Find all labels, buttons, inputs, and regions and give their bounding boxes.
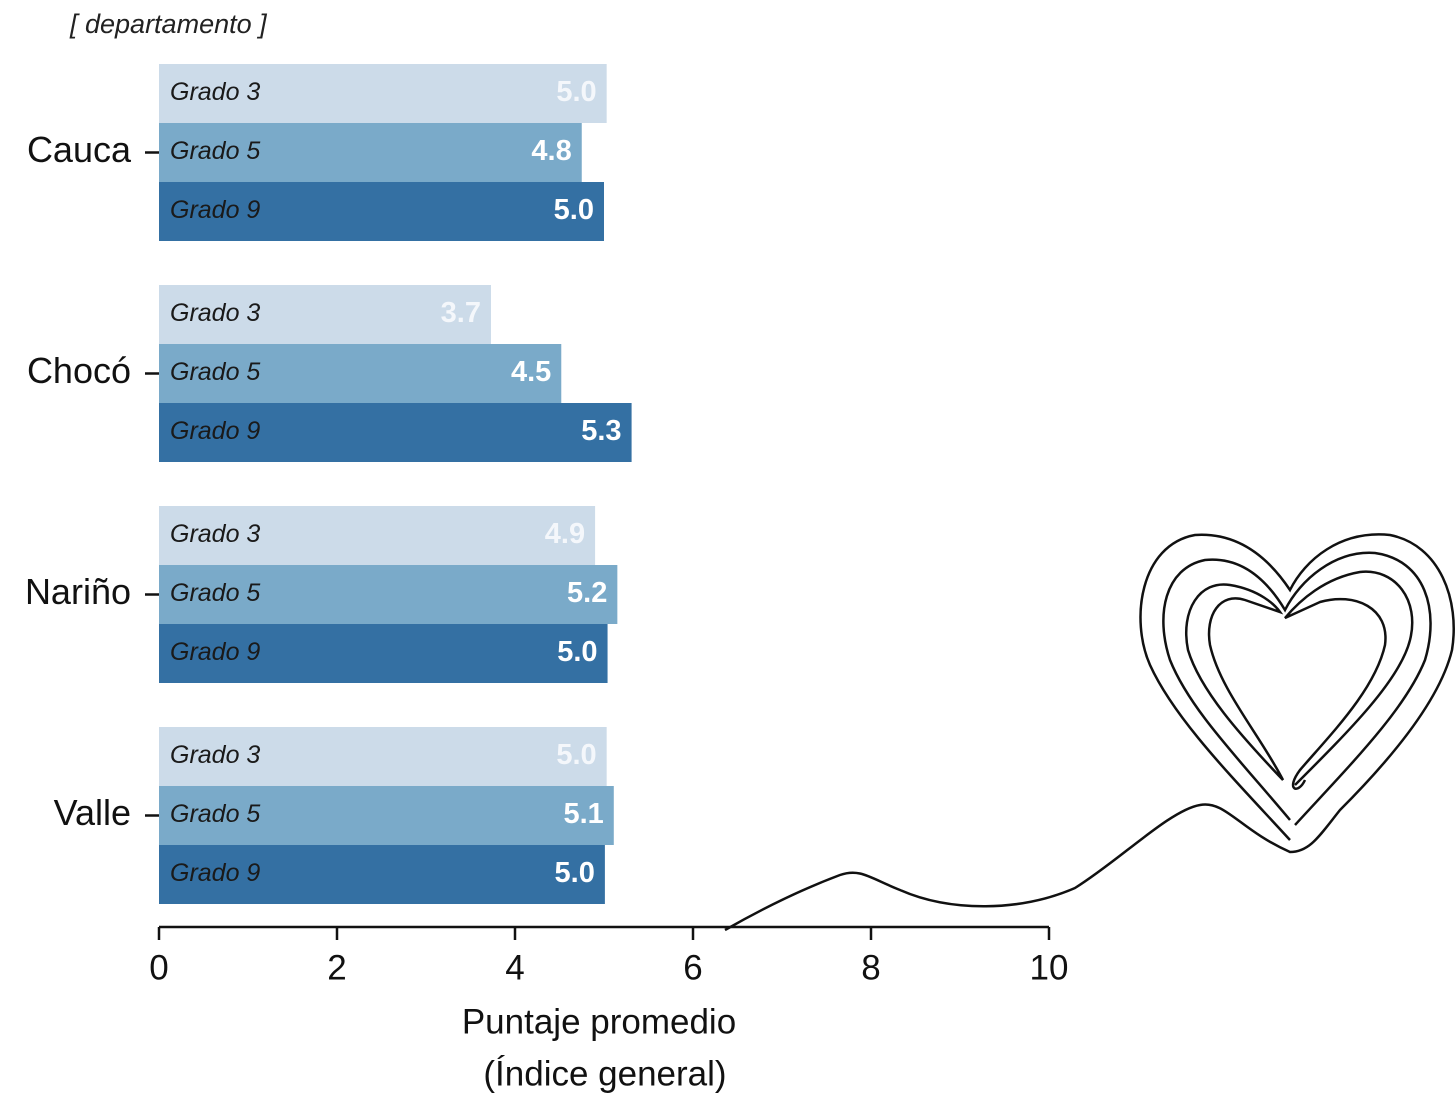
bar-series-label: Grado 9	[170, 196, 260, 224]
x-tick-label: 10	[1030, 948, 1069, 987]
bar-series-label: Grado 5	[170, 579, 260, 607]
bar-value-label: 4.8	[531, 135, 571, 167]
y-tick-label: Chocó	[27, 350, 131, 391]
bar	[159, 182, 604, 241]
bar-series-label: Grado 5	[170, 137, 260, 165]
bar-value-label: 5.0	[556, 739, 596, 771]
bar-value-label: 5.1	[563, 798, 603, 830]
x-tick-label: 2	[327, 948, 346, 987]
y-tick-label: Valle	[54, 792, 131, 833]
bar-series-label: Grado 5	[170, 358, 260, 386]
bar-value-label: 4.9	[545, 518, 585, 550]
bar-series-label: Grado 5	[170, 800, 260, 828]
y-tick-label: Nariño	[25, 571, 131, 612]
bar-value-label: 5.3	[581, 415, 621, 447]
bar-value-label: 5.2	[567, 577, 607, 609]
bar	[159, 123, 582, 182]
x-axis-label: Puntaje promedio	[462, 1002, 736, 1041]
bar	[159, 506, 596, 565]
x-tick-label: 6	[683, 948, 702, 987]
bar	[159, 285, 491, 344]
bar-series-label: Grado 3	[170, 78, 260, 106]
bar-value-label: 3.7	[441, 297, 481, 329]
bar-value-label: 5.0	[555, 857, 595, 889]
bar	[159, 786, 614, 845]
bar-series-label: Grado 9	[170, 859, 260, 887]
bar-series-label: Grado 3	[170, 741, 260, 769]
bar-series-label: Grado 9	[170, 417, 260, 445]
bar	[159, 845, 605, 904]
bar	[159, 727, 607, 786]
x-tick-label: 4	[505, 948, 524, 987]
bar-value-label: 5.0	[554, 194, 594, 226]
x-tick-label: 8	[861, 948, 880, 987]
bar-series-label: Grado 3	[170, 520, 260, 548]
bar-series-label: Grado 3	[170, 299, 260, 327]
heart-doodle	[724, 533, 1455, 932]
y-axis-label: [ departamento ]	[69, 9, 268, 39]
y-tick-label: Cauca	[27, 129, 132, 170]
x-tick-label: 0	[149, 948, 168, 987]
x-axis-label: (Índice general)	[483, 1054, 726, 1093]
bar	[159, 565, 618, 624]
bar-value-label: 5.0	[557, 636, 597, 668]
bar	[159, 624, 608, 683]
bar-value-label: 5.0	[556, 76, 596, 108]
bar-series-label: Grado 9	[170, 638, 260, 666]
bar	[159, 344, 562, 403]
bar	[159, 64, 607, 123]
bar	[159, 403, 632, 462]
bar-value-label: 4.5	[511, 356, 551, 388]
